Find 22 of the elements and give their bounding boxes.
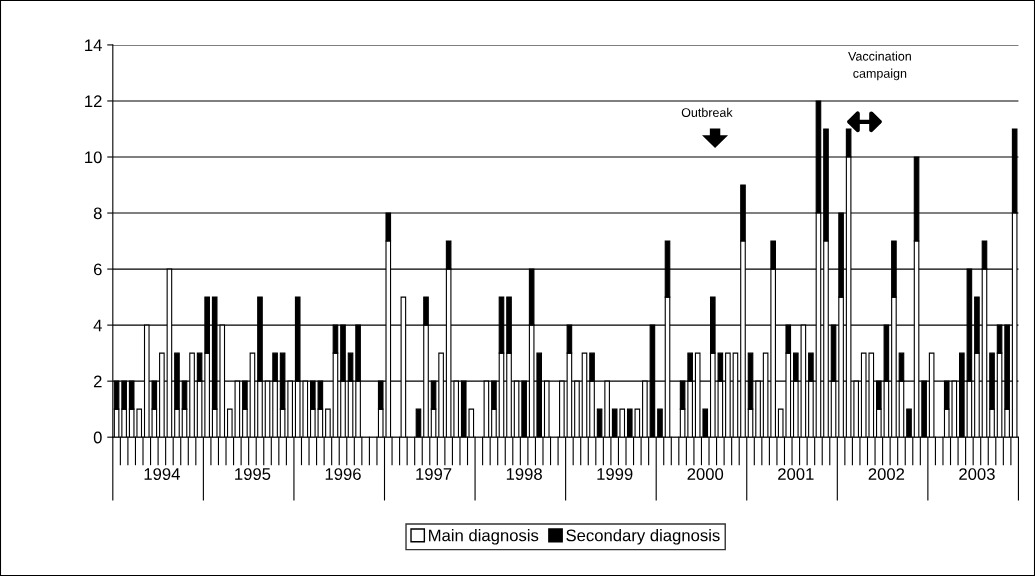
x-tick-label: 1996 (325, 468, 361, 480)
y-tick-label: 6 (93, 263, 102, 276)
y-tick-label: 14 (85, 39, 102, 51)
legend-label: Main diagnosis (429, 529, 539, 545)
y-tick-label: 12 (85, 95, 102, 107)
y-tick-label: 8 (93, 207, 102, 220)
x-tick-label: 2000 (687, 468, 724, 480)
y-tick-label: 2 (93, 375, 102, 388)
x-tick-label: 1994 (144, 468, 180, 480)
y-tick-label: 10 (85, 151, 102, 164)
annotation: Outbreak (681, 107, 733, 117)
x-tick-label: 1995 (235, 468, 271, 480)
legend-label: Secondary diagnosis (566, 529, 720, 545)
x-tick-label: 1999 (597, 468, 633, 480)
annotation: Vaccination campaign (848, 51, 911, 81)
x-tick-label: 2001 (778, 468, 814, 480)
x-tick-label: 1997 (416, 468, 452, 480)
y-tick-label: 0 (93, 431, 102, 444)
x-tick-label: 2002 (868, 468, 905, 480)
x-tick-label: 2003 (959, 468, 995, 480)
x-tick-label: 1998 (506, 468, 542, 480)
y-tick-label: 4 (93, 319, 102, 332)
